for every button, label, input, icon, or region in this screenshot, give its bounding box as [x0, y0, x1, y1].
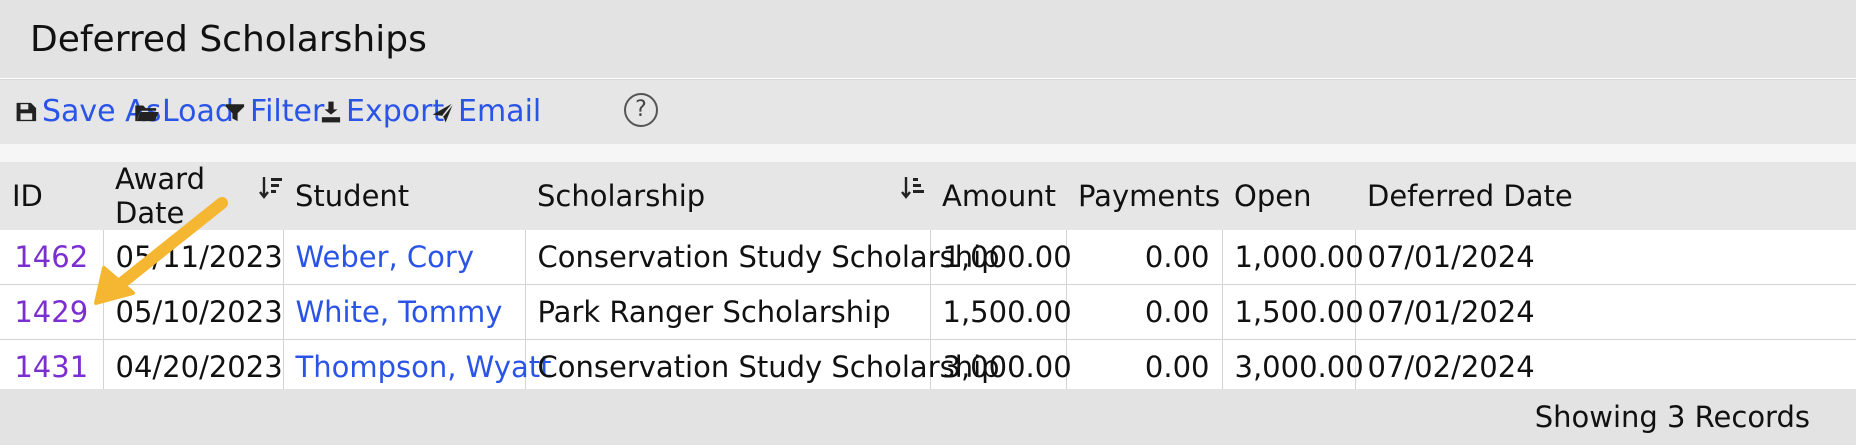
column-header-label: ID: [12, 179, 43, 213]
scholarship-cell: Conservation Study Scholarship: [525, 339, 1000, 395]
record-id-link[interactable]: 1429: [0, 284, 104, 340]
export-button[interactable]: Export: [318, 90, 444, 134]
column-header-deferred-date[interactable]: Deferred Date: [1355, 162, 1856, 230]
amount-cell: 1,500.00: [930, 284, 1072, 340]
page-title: Deferred Scholarships: [30, 19, 427, 60]
table-row: 1429 05/10/2023 White, Tommy Park Ranger…: [0, 284, 1856, 340]
column-header-label: Award Date: [115, 162, 205, 230]
column-header-id[interactable]: ID: [0, 162, 103, 230]
award-date-cell: 05/10/2023: [103, 284, 284, 340]
filter-button[interactable]: Filter: [222, 90, 324, 134]
scholarships-table: ID Award Date Student Scholarship: [0, 162, 1856, 395]
spacer: [0, 144, 1856, 162]
column-header-payments[interactable]: Payments: [1066, 162, 1222, 230]
export-icon: [321, 101, 341, 123]
record-count: Showing 3 Records: [1534, 400, 1810, 434]
send-icon: [432, 102, 455, 123]
sort-ascending-icon: [901, 177, 924, 199]
scholarship-cell: Conservation Study Scholarship: [525, 230, 1000, 285]
payments-cell: 0.00: [1066, 230, 1223, 285]
save-as-label: Save As: [42, 94, 162, 129]
deferred-date-cell: 07/01/2024: [1355, 230, 1856, 285]
table-row: 1431 04/20/2023 Thompson, Wyatt Conserva…: [0, 339, 1856, 395]
record-id-link[interactable]: 1462: [0, 230, 104, 285]
folder-open-icon: [135, 105, 159, 122]
student-link[interactable]: White, Tommy: [283, 284, 526, 340]
help-icon[interactable]: ?: [624, 93, 658, 127]
column-header-label: Scholarship: [537, 179, 706, 213]
sort-descending-icon: [259, 177, 282, 199]
column-header-label: Amount: [942, 179, 1056, 213]
column-header-label: Payments: [1078, 179, 1221, 213]
email-label: Email: [458, 94, 542, 129]
filter-label: Filter: [250, 94, 325, 129]
amount-cell: 1,000.00: [930, 230, 1072, 285]
record-id-link[interactable]: 1431: [0, 339, 104, 395]
payments-cell: 0.00: [1066, 284, 1223, 340]
column-header-label: Deferred Date: [1367, 179, 1573, 213]
award-date-cell: 04/20/2023: [103, 339, 284, 395]
export-label: Export: [346, 94, 445, 129]
deferred-date-cell: 07/01/2024: [1355, 284, 1856, 340]
column-header-label: Student: [295, 179, 410, 213]
amount-cell: 3,000.00: [930, 339, 1072, 395]
load-button[interactable]: Load: [134, 90, 234, 134]
open-cell: 1,500.00: [1222, 284, 1364, 340]
deferred-date-cell: 07/02/2024: [1355, 339, 1856, 395]
filter-icon: [225, 104, 245, 122]
student-link[interactable]: Weber, Cory: [283, 230, 526, 285]
column-header-award-date[interactable]: Award Date: [103, 162, 283, 230]
column-header-open[interactable]: Open: [1222, 162, 1355, 230]
table-row: 1462 05/11/2023 Weber, Cory Conservation…: [0, 230, 1856, 285]
email-button[interactable]: Email: [430, 90, 541, 134]
student-link[interactable]: Thompson, Wyatt: [283, 339, 552, 395]
table-header-row: ID Award Date Student Scholarship: [0, 162, 1856, 230]
scholarship-cell: Park Ranger Scholarship: [525, 284, 931, 340]
open-cell: 3,000.00: [1222, 339, 1364, 395]
award-date-cell: 05/11/2023: [103, 230, 284, 285]
load-label: Load: [162, 94, 234, 129]
toolbar: Save As Load Filter Export Email: [0, 79, 1856, 144]
column-header-scholarship[interactable]: Scholarship: [525, 162, 930, 230]
open-cell: 1,000.00: [1222, 230, 1364, 285]
save-as-button[interactable]: Save As: [14, 90, 161, 134]
column-header-amount[interactable]: Amount: [930, 162, 1066, 230]
column-header-student[interactable]: Student: [283, 162, 525, 230]
payments-cell: 0.00: [1066, 339, 1223, 395]
title-bar: Deferred Scholarships: [0, 0, 1856, 78]
save-icon: [16, 102, 37, 122]
column-header-label: Open: [1234, 179, 1312, 213]
table-footer: Showing 3 Records: [0, 389, 1856, 445]
